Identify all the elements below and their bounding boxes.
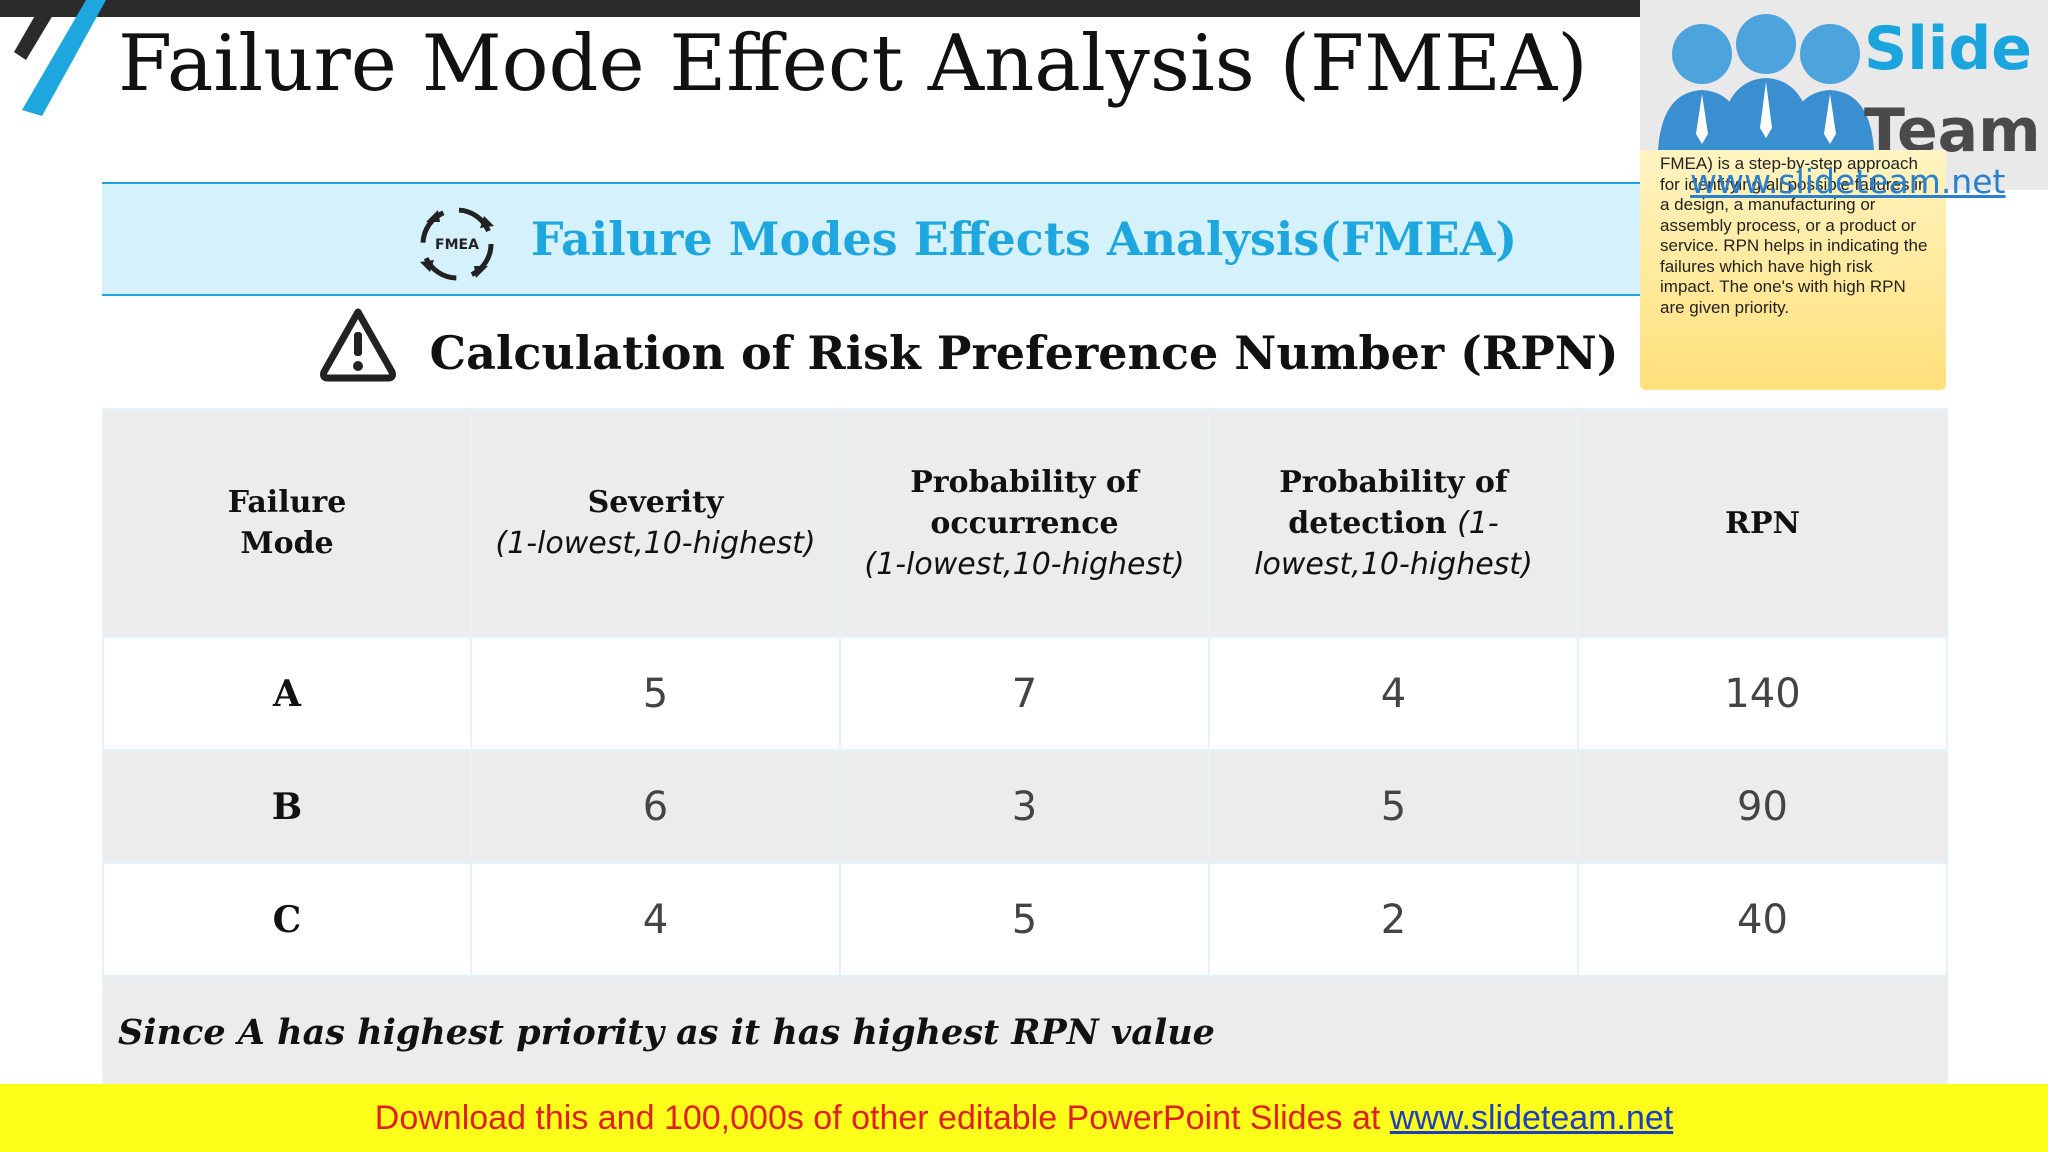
- header-rpn: RPN: [1577, 408, 1948, 638]
- cell-occurrence: 7: [839, 636, 1210, 751]
- footer-link[interactable]: www.slideteam.net: [1389, 1099, 1674, 1137]
- header-detection-range-end: lowest,10-highest): [1254, 546, 1533, 582]
- footer-text: Download this and 100,000s of other edit…: [374, 1099, 1390, 1137]
- footer-banner: Download this and 100,000s of other edit…: [0, 1084, 2048, 1152]
- logo-url-link[interactable]: www.slideteam.net: [1690, 162, 2006, 201]
- header-occurrence: Probability of occurrence (1-lowest,10-h…: [839, 408, 1210, 638]
- cell-failure-mode: C: [102, 862, 472, 977]
- table-row: C 4 5 2 40: [102, 862, 1948, 977]
- header-occurrence-range: (1-lowest,10-highest): [864, 546, 1185, 582]
- cell-detection: 5: [1208, 749, 1579, 864]
- cell-severity: 5: [470, 636, 841, 751]
- banner-title: Failure Modes Effects Analysis(FMEA): [530, 212, 1518, 266]
- fmea-cycle-icon: FMEA: [420, 207, 494, 281]
- fmea-icon-label: FMEA: [435, 237, 479, 253]
- table-row: B 6 3 5 90: [102, 749, 1948, 864]
- description-tooltip: FMEA) is a step-by-step approach for ide…: [1640, 150, 1946, 390]
- logo-text-slide: Slide: [1864, 14, 2032, 84]
- cell-failure-mode: B: [102, 749, 472, 864]
- tooltip-text: FMEA) is a step-by-step approach for ide…: [1660, 154, 1928, 317]
- header-severity: Severity (1-lowest,10-highest): [470, 408, 841, 638]
- table-header-row: Failure Mode Severity (1-lowest,10-highe…: [102, 408, 1948, 638]
- table-note-row: Since A has highest priority as it has h…: [102, 975, 1948, 1089]
- rpn-table: Failure Mode Severity (1-lowest,10-highe…: [102, 408, 1948, 1089]
- header-detection-range-start: (1-: [1457, 505, 1499, 541]
- header-failure-mode: Failure Mode: [102, 408, 472, 638]
- cell-rpn: 90: [1577, 749, 1948, 864]
- cell-rpn: 140: [1577, 636, 1948, 751]
- cell-occurrence: 5: [839, 862, 1210, 977]
- slideteam-logo[interactable]: Slide Team: [1640, 0, 2048, 190]
- people-logo-icon: [1658, 14, 1874, 150]
- header-rpn-label: RPN: [1725, 505, 1800, 541]
- page-title: Failure Mode Effect Analysis (FMEA): [118, 19, 1588, 109]
- table-row: A 5 7 4 140: [102, 636, 1948, 751]
- accent-stripes: [14, 0, 106, 116]
- warning-icon: [320, 308, 396, 382]
- header-severity-range: (1-lowest,10-highest): [495, 526, 816, 561]
- cell-occurrence: 3: [839, 749, 1210, 864]
- top-bar: [0, 0, 1640, 17]
- cell-detection: 2: [1208, 862, 1579, 977]
- rpn-heading: Calculation of Risk Preference Number (R…: [429, 326, 1619, 380]
- cell-detection: 4: [1208, 636, 1579, 751]
- rpn-heading-row: Calculation of Risk Preference Number (R…: [102, 298, 1946, 408]
- header-severity-label: Severity: [587, 485, 724, 520]
- header-detection: Probability of detection (1- lowest,10-h…: [1208, 408, 1579, 638]
- header-failure-mode-label: Failure Mode: [227, 485, 347, 561]
- cell-failure-mode: A: [102, 636, 472, 751]
- header-occurrence-label: Probability of occurrence: [910, 464, 1139, 541]
- header-detection-label: Probability of detection: [1279, 464, 1508, 541]
- fmea-banner: Failure Modes Effects Analysis(FMEA) FME…: [102, 182, 1946, 296]
- cell-rpn: 40: [1577, 862, 1948, 977]
- cell-severity: 6: [470, 749, 841, 864]
- priority-note: Since A has highest priority as it has h…: [102, 975, 1948, 1089]
- cell-severity: 4: [470, 862, 841, 977]
